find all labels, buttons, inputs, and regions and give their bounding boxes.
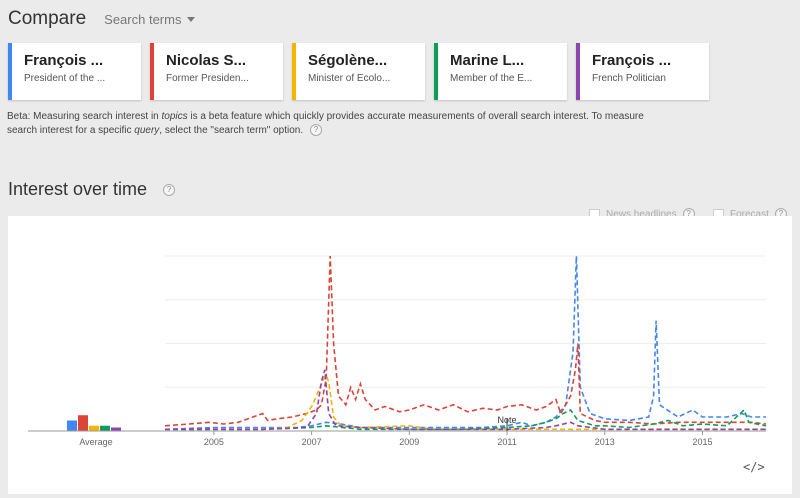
news-headlines-label: News headlines [606,208,677,220]
compare-card-1[interactable]: François ... President of the ... [8,43,141,100]
compare-title: Compare [8,8,87,29]
section-title: Interest over time [8,179,148,199]
compare-card-5[interactable]: François ... French Politician [576,43,709,100]
card-description: Former Presiden... [166,73,249,84]
help-icon[interactable]: ? [309,124,322,137]
compare-card-4[interactable]: Marine L... Member of the E... [434,43,567,100]
interest-over-time-heading: Interest over time ? [8,179,176,200]
search-terms-dropdown[interactable]: Search terms [104,11,196,27]
forecast-label: Forecast [730,208,769,220]
card-name: François ... [592,52,672,69]
card-description: President of the ... [24,73,106,84]
card-description: French Politician [592,73,666,84]
compare-card-3[interactable]: Ségolène... Minister of Ecolo... [292,43,425,100]
search-terms-label: Search terms [104,11,182,27]
beta-text: Beta: Measuring search interest in [7,111,162,122]
card-name: François ... [24,52,104,69]
beta-topics: topics [161,111,188,122]
compare-card-2[interactable]: Nicolas S... Former Presiden... [150,43,283,100]
card-name: Ségolène... [308,52,388,69]
chevron-down-icon [187,16,196,22]
compare-header: Compare Search terms [8,6,196,32]
embed-code-button[interactable]: </> [743,460,765,474]
compare-cards: François ... President of the ... Nicola… [8,43,709,100]
beta-notice: Beta: Measuring search interest in topic… [7,110,647,138]
card-description: Member of the E... [450,73,533,84]
chart-panel [8,216,792,494]
card-description: Minister of Ecolo... [308,73,391,84]
beta-query: query [134,125,160,136]
help-icon[interactable]: ? [163,183,176,196]
card-name: Nicolas S... [166,52,247,69]
beta-text: , select the "search term" option. [159,125,304,136]
card-name: Marine L... [450,52,525,69]
beta-text: is a beta feature which quickly provides… [7,111,644,136]
